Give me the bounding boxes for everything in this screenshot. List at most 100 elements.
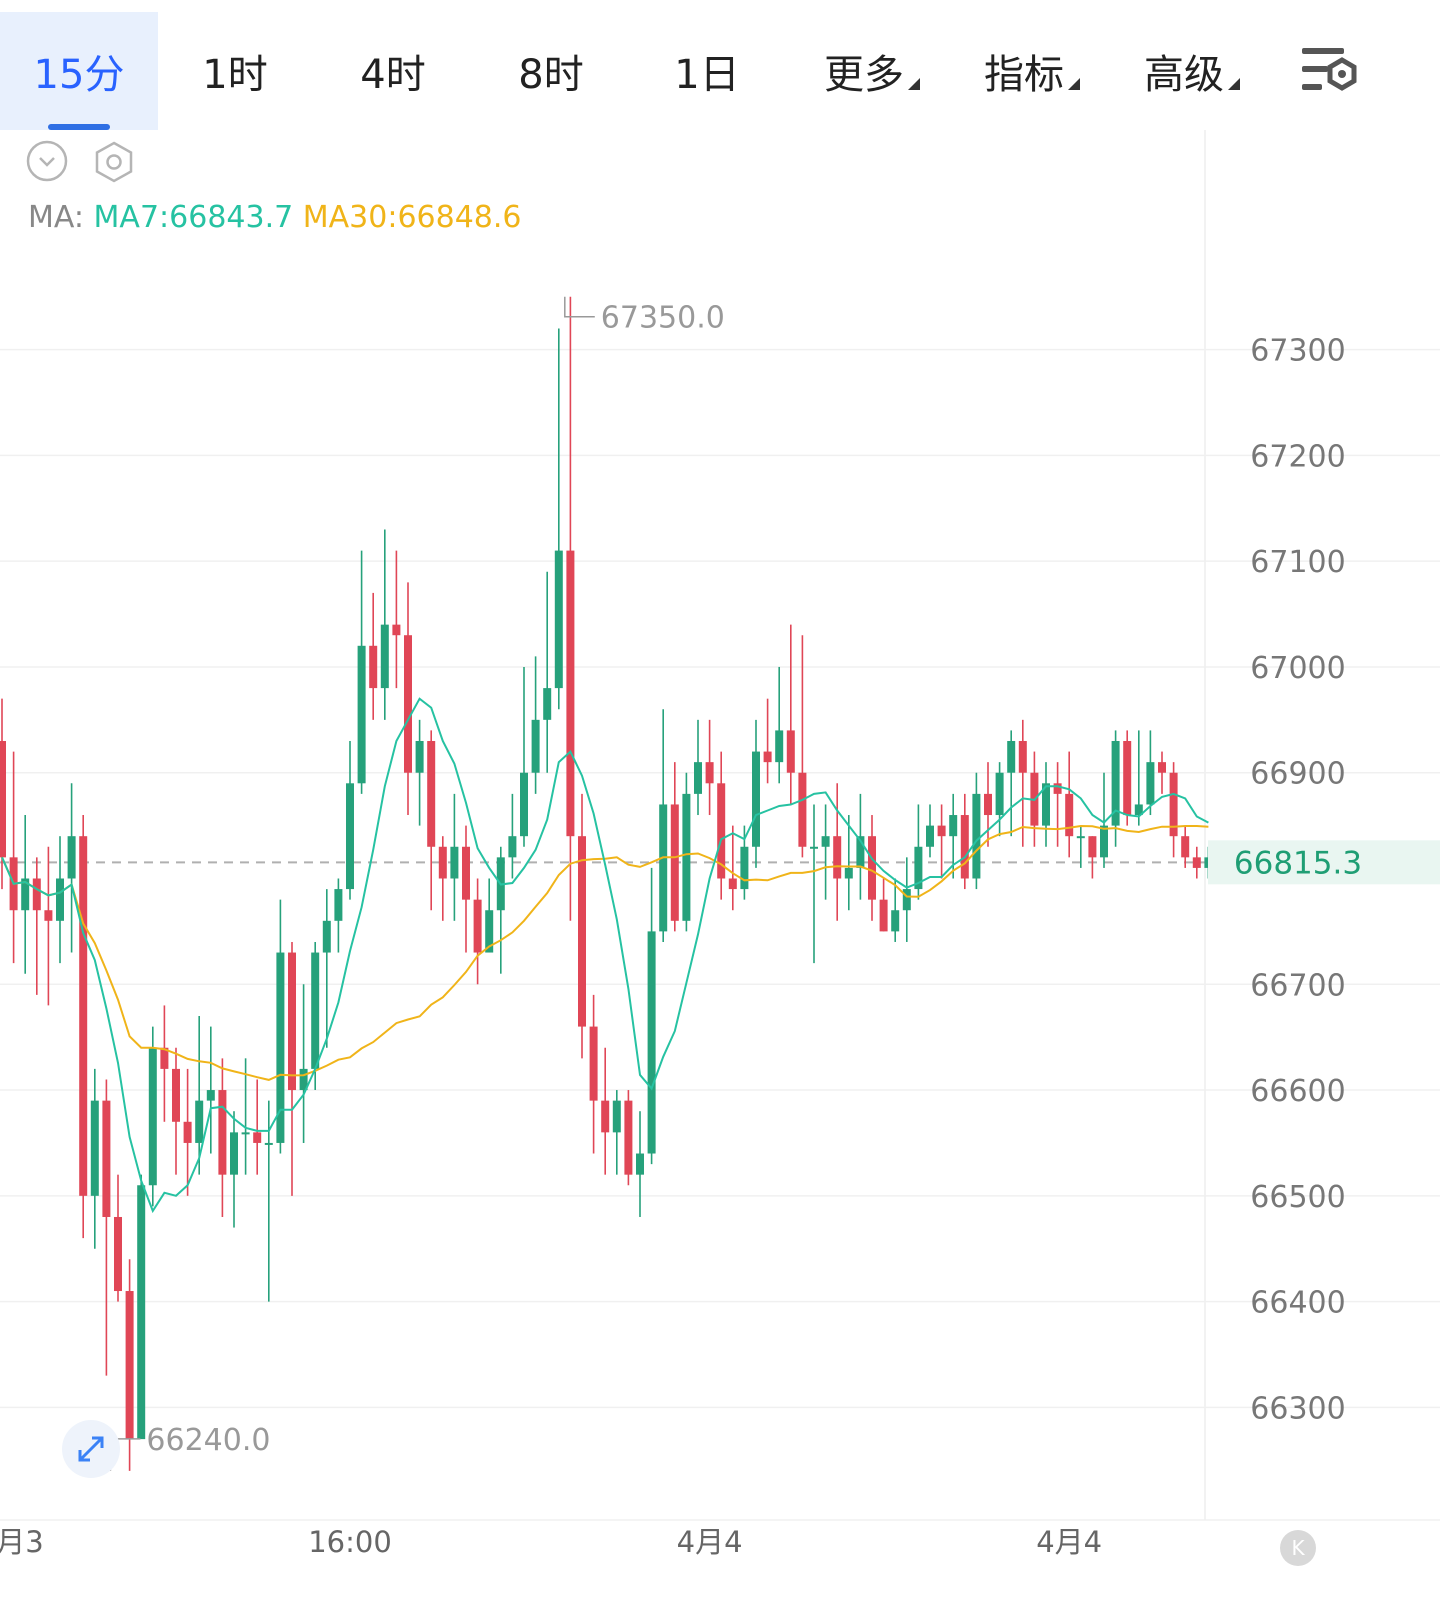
candle-body bbox=[833, 836, 842, 879]
max-price-label: 67350.0 bbox=[601, 301, 725, 336]
dropdown-corner-icon bbox=[1068, 78, 1080, 90]
candle-body bbox=[230, 1132, 238, 1175]
candle-body bbox=[1053, 783, 1062, 794]
candle-body bbox=[1100, 825, 1108, 858]
y-tick-label: 66300 bbox=[1250, 1391, 1345, 1426]
candlestick-chart[interactable]: 67300 67200 67100 67000 66900 66700 66600 66500… bbox=[0, 130, 1440, 1621]
candle-body bbox=[1146, 762, 1155, 805]
candle-body bbox=[90, 1100, 99, 1196]
tab-label: 高级 bbox=[1144, 52, 1224, 98]
x-tick-label: 4月4 bbox=[1036, 1525, 1102, 1559]
tab-label: 指标 bbox=[984, 52, 1064, 98]
tab-label: 15分 bbox=[33, 52, 125, 98]
candle-body bbox=[856, 836, 865, 868]
candle-body bbox=[1192, 857, 1201, 868]
candle-body bbox=[311, 952, 320, 1069]
min-price-label: 66240.0 bbox=[146, 1423, 270, 1458]
current-price-label: 66815.3 bbox=[1234, 845, 1362, 881]
candle-body bbox=[288, 952, 296, 1091]
candle-body bbox=[172, 1068, 180, 1122]
candle-body bbox=[56, 878, 64, 921]
candle-body bbox=[114, 1216, 122, 1292]
candle-body bbox=[450, 846, 459, 879]
candle-body bbox=[960, 815, 969, 879]
candle-body bbox=[659, 804, 668, 932]
candle-body bbox=[357, 645, 366, 784]
y-tick-label: 66600 bbox=[1250, 1074, 1345, 1109]
candle-body bbox=[740, 846, 749, 890]
tab-label: 4时 bbox=[360, 52, 426, 98]
x-tick-label: 月3 bbox=[0, 1525, 44, 1559]
candle-body bbox=[752, 751, 760, 847]
candle-body bbox=[1181, 836, 1190, 858]
x-tick-label: 4月4 bbox=[677, 1525, 743, 1559]
candle-body bbox=[276, 952, 285, 1143]
candle-body bbox=[926, 825, 934, 847]
candle-body bbox=[520, 772, 528, 837]
tab-15m[interactable]: 15分 bbox=[0, 12, 158, 130]
tab-8h[interactable]: 8时 bbox=[476, 12, 626, 130]
candle-body bbox=[624, 1100, 633, 1175]
candle-body bbox=[404, 635, 412, 773]
candle-body bbox=[369, 645, 378, 689]
candle-body bbox=[264, 1142, 273, 1145]
candle-body bbox=[601, 1100, 610, 1133]
candle-body bbox=[1007, 740, 1016, 773]
y-tick-label: 67200 bbox=[1250, 439, 1345, 474]
candle-body bbox=[717, 783, 726, 879]
active-tab-indicator bbox=[48, 124, 110, 130]
tab-1d[interactable]: 1日 bbox=[632, 12, 782, 130]
scroll-to-latest-icon[interactable]: K bbox=[1280, 1530, 1316, 1566]
max-marker-line bbox=[564, 296, 595, 318]
chart-settings-icon[interactable] bbox=[1300, 44, 1360, 98]
candle-body bbox=[485, 910, 494, 953]
expand-chart-icon[interactable] bbox=[62, 1420, 120, 1478]
tab-4h[interactable]: 4时 bbox=[318, 12, 468, 130]
candle-body bbox=[821, 836, 830, 847]
candle-body bbox=[322, 920, 331, 953]
candle-body bbox=[380, 624, 389, 689]
candle-body bbox=[612, 1100, 621, 1133]
tab-1h[interactable]: 1时 bbox=[160, 12, 310, 130]
candle-body bbox=[647, 931, 656, 1154]
candle-body bbox=[891, 910, 900, 932]
ma-legend: MA: MA7:66843.7 MA30:66848.6 bbox=[28, 200, 522, 235]
candle-body bbox=[195, 1100, 204, 1143]
candle-body bbox=[1123, 740, 1132, 816]
candle-body bbox=[775, 730, 784, 763]
candle-body bbox=[879, 899, 888, 932]
candle-body bbox=[32, 878, 41, 911]
candle-body bbox=[218, 1090, 227, 1175]
current-price-badge bbox=[1208, 840, 1440, 885]
tab-more[interactable]: 更多 bbox=[792, 12, 952, 130]
candle-body bbox=[148, 1047, 157, 1186]
candle-body bbox=[102, 1100, 111, 1217]
dropdown-corner-icon bbox=[1228, 78, 1240, 90]
y-tick-label: 67100 bbox=[1250, 545, 1345, 580]
candle-body bbox=[1134, 804, 1143, 816]
chevron-down-circle-icon[interactable] bbox=[26, 140, 68, 182]
candle-body bbox=[984, 793, 992, 816]
candle-body bbox=[346, 783, 354, 890]
candle-body bbox=[183, 1121, 192, 1143]
hexagon-settings-icon[interactable] bbox=[92, 140, 136, 184]
candle-body bbox=[694, 762, 702, 794]
candle-body bbox=[1088, 836, 1097, 858]
candle-body bbox=[937, 825, 946, 837]
candle-body bbox=[914, 846, 923, 890]
candle-body bbox=[1158, 762, 1166, 773]
tab-label: 更多 bbox=[824, 52, 904, 98]
tab-label: 1时 bbox=[202, 52, 268, 98]
y-tick-label: 67300 bbox=[1250, 334, 1345, 369]
tab-indicators[interactable]: 指标 bbox=[952, 12, 1112, 130]
candle-body bbox=[253, 1132, 262, 1143]
candle-body bbox=[241, 1132, 250, 1135]
ma30-line bbox=[1, 824, 1209, 1081]
candle-body bbox=[1018, 740, 1027, 773]
ma7-line bbox=[1, 697, 1209, 1214]
candle-body bbox=[392, 624, 401, 636]
candle-body bbox=[508, 836, 517, 858]
candle-body bbox=[763, 751, 772, 763]
candle-body bbox=[160, 1047, 169, 1069]
tab-advanced[interactable]: 高级 bbox=[1112, 12, 1272, 130]
